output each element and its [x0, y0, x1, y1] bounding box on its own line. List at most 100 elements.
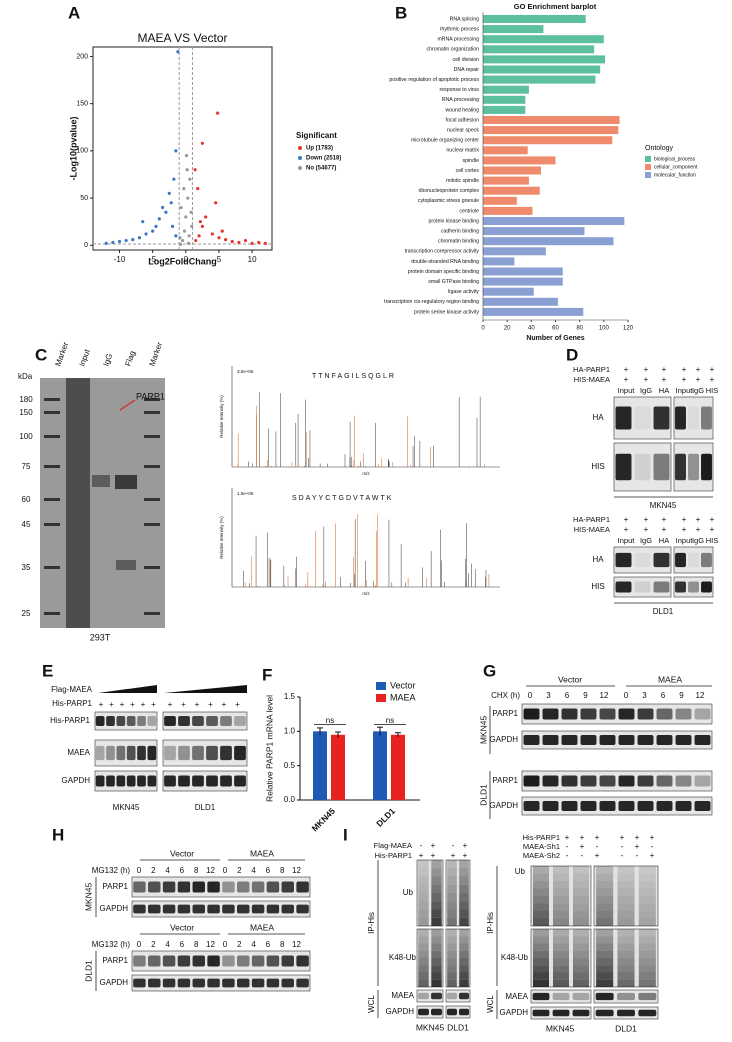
blot-label: MAEA [391, 991, 414, 1000]
smear [533, 950, 549, 958]
marker-label: 60 [22, 495, 31, 504]
band [701, 552, 712, 568]
blot [131, 950, 311, 972]
legend-title: Ontology [645, 145, 674, 152]
panel-letter: D [566, 345, 578, 364]
smear [418, 917, 429, 926]
band [164, 745, 176, 761]
legend-swatch [645, 164, 651, 170]
band [599, 708, 616, 720]
band [251, 955, 265, 967]
bar [483, 217, 625, 225]
band [95, 775, 105, 787]
blot [131, 974, 311, 992]
band [561, 801, 578, 811]
band [618, 775, 635, 787]
band [164, 716, 176, 726]
bar [483, 206, 533, 215]
band [638, 992, 657, 1001]
band [222, 955, 235, 967]
band [237, 904, 250, 914]
legend-label: Up (1783) [306, 146, 333, 152]
bar [483, 95, 526, 104]
band [694, 801, 711, 811]
band [126, 745, 136, 761]
blot [131, 900, 311, 918]
point [151, 229, 155, 233]
sign: + [696, 365, 701, 374]
band [595, 1009, 614, 1017]
band [137, 775, 146, 787]
smear [617, 936, 635, 944]
blot-label: PARP1 [492, 709, 518, 718]
band [656, 801, 673, 811]
wcl-label: WCL [367, 995, 376, 1013]
time-label: 9 [583, 691, 588, 700]
ladder-band [44, 566, 60, 569]
smear [553, 873, 569, 881]
x-tick-label: 10 [248, 255, 257, 264]
band [126, 775, 136, 787]
panel-letter: I [343, 825, 348, 844]
smear [533, 866, 549, 874]
sign: + [624, 525, 629, 534]
band [220, 745, 232, 761]
band [580, 801, 597, 811]
x-axis-label: Number of Genes [526, 335, 584, 342]
sign: + [99, 700, 104, 709]
point [216, 111, 220, 115]
treatment-label: HA-PARP1 [573, 365, 610, 374]
sign: + [195, 700, 200, 709]
blot-label: GAPDH [490, 735, 519, 744]
bar [331, 734, 345, 800]
blot-label: His-PARP1 [50, 716, 90, 725]
blot-label: PARP1 [492, 776, 518, 785]
blot-label: Ub [403, 888, 414, 897]
band [599, 801, 616, 811]
sign: - [420, 841, 423, 850]
point [176, 50, 180, 54]
band [207, 881, 220, 893]
smear [596, 911, 614, 919]
smear [617, 958, 635, 966]
bar [483, 267, 563, 276]
sign: + [635, 833, 640, 842]
treatment-label: MAEA-Sh2 [523, 851, 560, 860]
band [126, 716, 136, 726]
smear [533, 918, 549, 926]
sign: + [130, 700, 135, 709]
sign: + [595, 833, 600, 842]
band [542, 708, 559, 720]
band [688, 406, 699, 430]
band [615, 581, 632, 593]
blot [131, 876, 311, 898]
sign: + [431, 841, 436, 850]
x-axis-label: m/z [362, 471, 370, 476]
band [595, 992, 614, 1001]
band [634, 453, 651, 481]
bar [483, 146, 528, 155]
group-label: MAEA [658, 674, 682, 684]
sign: + [620, 833, 625, 842]
time-label: 9 [679, 691, 684, 700]
point [185, 168, 189, 172]
band [580, 735, 597, 745]
band [675, 581, 686, 593]
point [131, 238, 135, 242]
smear [573, 943, 589, 951]
lane-label: HIS [706, 536, 719, 545]
smear [447, 965, 457, 973]
smear [459, 901, 469, 910]
smear [553, 888, 569, 896]
treatment-label: HIS-MAEA [574, 525, 610, 534]
sign: + [181, 700, 186, 709]
smear [431, 965, 442, 973]
ladder-band [44, 523, 60, 526]
bar [483, 75, 596, 84]
time-label: 0 [223, 866, 228, 875]
sign: + [682, 515, 687, 524]
band [688, 581, 699, 593]
time-label: 8 [194, 866, 199, 875]
y-tick-label: 0.0 [284, 795, 296, 804]
time-label: 2 [151, 940, 156, 949]
